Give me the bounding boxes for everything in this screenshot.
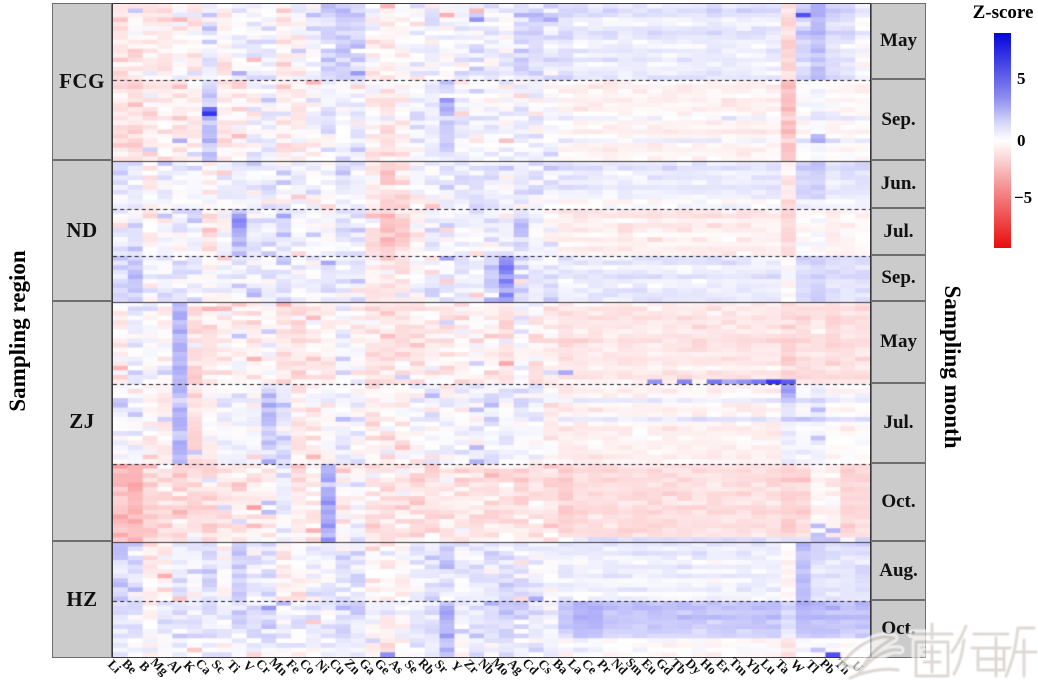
x-tick-Nd: Nd: [608, 655, 631, 678]
x-tick-La: La: [564, 655, 586, 677]
x-tick-Er: Er: [713, 655, 735, 677]
x-tick-Sr: Sr: [431, 656, 452, 677]
watermark-char-3: [994, 626, 1038, 678]
x-tick-Al: Al: [164, 656, 185, 677]
x-tick-Mg: Mg: [147, 654, 172, 679]
region-label-FCG: FCG: [52, 3, 112, 160]
region-label-column: FCG ND ZJ HZ: [52, 3, 112, 658]
month-label-text: Sep.: [881, 267, 916, 288]
colorbar-tick-0: 0: [1017, 131, 1026, 150]
region-label-HZ: HZ: [52, 541, 112, 658]
x-tick-Co: Co: [297, 655, 319, 678]
x-tick-Eu: Eu: [638, 655, 661, 678]
month-label-text: Aug.: [879, 559, 918, 581]
x-tick-Ho: Ho: [697, 655, 721, 678]
x-tick-K: K: [180, 657, 199, 676]
colorbar-tick-minus5: −5: [1014, 188, 1033, 207]
x-tick-Ca: Ca: [193, 655, 216, 678]
month-label-text: Jul.: [883, 412, 914, 433]
x-tick-Se: Se: [402, 656, 422, 677]
region-label-text: ZJ: [69, 408, 95, 433]
x-tick-V: V: [240, 657, 258, 675]
x-tick-Cr: Cr: [252, 655, 275, 677]
x-tick-Gd: Gd: [652, 654, 676, 678]
month-label-6: May: [871, 301, 926, 383]
x-tick-Sm: Sm: [622, 654, 647, 678]
region-label-text: FCG: [59, 69, 105, 93]
region-label-ZJ: ZJ: [52, 301, 112, 541]
x-tick-Y: Y: [447, 657, 466, 675]
x-tick-Fe: Fe: [283, 656, 304, 677]
colorbar-tick-5: 5: [1017, 69, 1026, 88]
x-tick-Nb: Nb: [475, 655, 498, 678]
month-label-7: Jul.: [871, 383, 926, 463]
month-label-1: May: [871, 3, 926, 79]
month-label-text: Jul.: [883, 220, 914, 242]
x-tick-Pr: Pr: [594, 656, 616, 677]
x-tick-B: B: [136, 657, 154, 675]
x-tick-Ta: Ta: [772, 656, 794, 677]
left-axis-title: Sampling region: [5, 250, 30, 412]
x-tick-W: W: [788, 656, 808, 677]
x-tick-Tb: Tb: [668, 655, 691, 678]
month-label-8: Oct.: [871, 463, 926, 541]
watermark-char-1: [910, 622, 954, 678]
month-label-4: Jul.: [871, 208, 926, 255]
x-tick-Zn: Zn: [341, 655, 364, 678]
x-tick-Ga: Ga: [356, 655, 379, 678]
heatmap-canvas: [113, 4, 870, 657]
watermark-char-2: [950, 624, 1012, 676]
x-tick-Sc: Sc: [209, 656, 229, 677]
x-tick-Ag: Ag: [504, 655, 527, 678]
x-tick-Cu: Cu: [326, 655, 349, 678]
month-label-9: Aug.: [871, 541, 926, 600]
x-tick-Mo: Mo: [489, 654, 513, 679]
month-label-text: May: [880, 331, 917, 352]
colorbar-title: Z-score: [972, 2, 1034, 23]
x-tick-Dy: Dy: [683, 655, 705, 678]
x-tick-Ge: Ge: [371, 655, 394, 678]
x-tick-Ni: Ni: [313, 656, 333, 677]
watermark-leaf-icon: [840, 635, 896, 672]
x-tick-Li: Li: [105, 656, 125, 676]
x-tick-Tl: Tl: [803, 656, 823, 676]
region-label-text: ND: [66, 218, 98, 242]
region-label-ND: ND: [52, 160, 112, 301]
x-tick-Cs: Cs: [535, 655, 556, 677]
heatmap-plot-area: [112, 3, 871, 658]
x-tick-Lu: Lu: [757, 655, 780, 678]
x-tick-Ce: Ce: [579, 655, 601, 677]
x-tick-As: As: [386, 655, 408, 677]
colorbar-gradient: [994, 33, 1011, 248]
month-label-text: Sep.: [881, 108, 916, 130]
month-label-text: Jun.: [880, 173, 917, 194]
x-tick-Zr: Zr: [460, 655, 482, 677]
x-tick-Rb: Rb: [415, 655, 439, 678]
x-tick-Cd: Cd: [519, 655, 542, 678]
x-tick-Ti: Ti: [224, 656, 244, 676]
x-tick-Yb: Yb: [742, 655, 765, 678]
watermark-logo: [837, 619, 1038, 683]
month-label-2: Sep.: [871, 79, 926, 160]
x-tick-Ba: Ba: [549, 655, 572, 677]
month-label-3: Jun.: [871, 160, 926, 208]
right-axis-title: Sampling month: [940, 285, 965, 449]
month-label-text: Oct.: [881, 491, 916, 512]
region-label-text: HZ: [66, 587, 98, 611]
x-tick-Be: Be: [119, 655, 141, 677]
month-label-text: May: [880, 30, 917, 51]
month-label-column: May Sep. Jun. Jul. Sep. May Jul. Oct. Aug. Oct.: [871, 3, 926, 658]
month-label-5: Sep.: [871, 255, 926, 301]
